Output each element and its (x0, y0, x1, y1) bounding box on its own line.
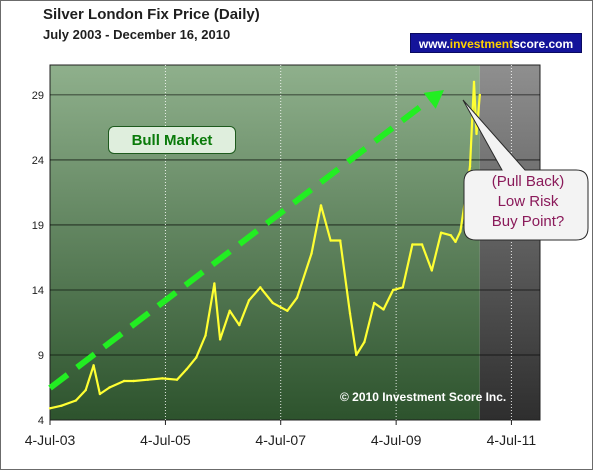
bull-market-label: Bull Market (108, 126, 236, 154)
copyright-notice: © 2010 Investment Score Inc. (340, 390, 507, 404)
bull-trend-arrow (48, 95, 434, 391)
silver-price-point (286, 309, 289, 312)
silver-price-point (92, 364, 95, 367)
y-tick-label: 9 (38, 350, 44, 362)
silver-price-point (430, 269, 434, 272)
future-shaded-region (479, 65, 540, 420)
silver-price-point (218, 338, 222, 341)
silver-price-point (228, 309, 231, 312)
site-url-suffix: score.com (513, 37, 574, 51)
silver-price-point (60, 404, 63, 407)
silver-price-point (382, 308, 385, 311)
silver-price-point (195, 356, 198, 359)
x-tick-label: 4-Jul-05 (140, 432, 191, 448)
silver-price-point (319, 204, 323, 207)
x-tick-label: 4-Jul-03 (25, 432, 76, 448)
silver-price-point (478, 93, 482, 97)
bull-trend-arrowhead (423, 90, 444, 109)
silver-price-point (295, 296, 299, 299)
site-url-badge[interactable]: www.investmentscore.com (410, 33, 582, 53)
x-tick-label: 4-Jul-11 (487, 432, 537, 448)
silver-price-point (310, 252, 313, 255)
pullback-line-1: (Pull Back) (491, 173, 565, 190)
silver-price-point (411, 243, 414, 246)
silver-price-point (459, 230, 462, 233)
silver-price-point (363, 340, 366, 344)
site-url-prefix: www. (418, 37, 450, 51)
silver-price-point (449, 234, 452, 237)
silver-price-point (122, 379, 126, 383)
silver-price-point (355, 353, 358, 357)
silver-price-point (238, 323, 241, 327)
site-url-highlight: investment (449, 37, 514, 51)
silver-price-point (420, 243, 424, 246)
silver-price-point (475, 132, 478, 136)
y-tick-label: 19 (32, 220, 44, 232)
silver-price-point (259, 286, 262, 289)
silver-price-point (213, 282, 216, 285)
y-tick-label: 4 (38, 415, 44, 427)
silver-price-point (439, 231, 443, 234)
silver-price-point (247, 299, 251, 302)
silver-price-point (74, 399, 78, 402)
silver-price-point (146, 378, 150, 381)
y-tick-label: 29 (32, 90, 44, 102)
pullback-callout-text: (Pull Back) Low Risk Buy Point? (466, 172, 590, 232)
silver-price-point (98, 392, 102, 396)
silver-price-point (454, 240, 457, 244)
pullback-line-2: Low Risk (497, 193, 559, 210)
silver-price-point (372, 301, 376, 305)
silver-price-point (329, 239, 332, 242)
silver-price-point (185, 368, 188, 371)
silver-price-point (468, 165, 472, 168)
silver-price-point (401, 286, 404, 289)
plot-area-background (50, 65, 480, 420)
x-tick-label: 4-Jul-09 (371, 432, 422, 448)
y-tick-label: 24 (32, 155, 44, 167)
silver-price-point (391, 288, 395, 292)
silver-price-point (48, 407, 52, 410)
pullback-callout-bubble (462, 99, 589, 241)
silver-price-point (175, 378, 179, 381)
silver-price-point (132, 379, 135, 383)
chart-title: Silver London Fix Price (Daily) (43, 6, 260, 23)
silver-price-point (339, 239, 342, 242)
pullback-line-3: Buy Point? (491, 213, 565, 230)
silver-price-point (161, 377, 164, 380)
x-tick-label: 4-Jul-07 (255, 432, 306, 448)
y-tick-label: 14 (32, 285, 44, 297)
plot-border (49, 64, 541, 421)
chart-subtitle: July 2003 - December 16, 2010 (43, 27, 231, 42)
silver-price-point (271, 301, 275, 305)
silver-price-point (84, 388, 87, 392)
silver-price-point (108, 386, 111, 389)
silver-price-point (472, 80, 476, 84)
silver-price-point (348, 312, 352, 315)
silver-price-point (204, 334, 207, 337)
